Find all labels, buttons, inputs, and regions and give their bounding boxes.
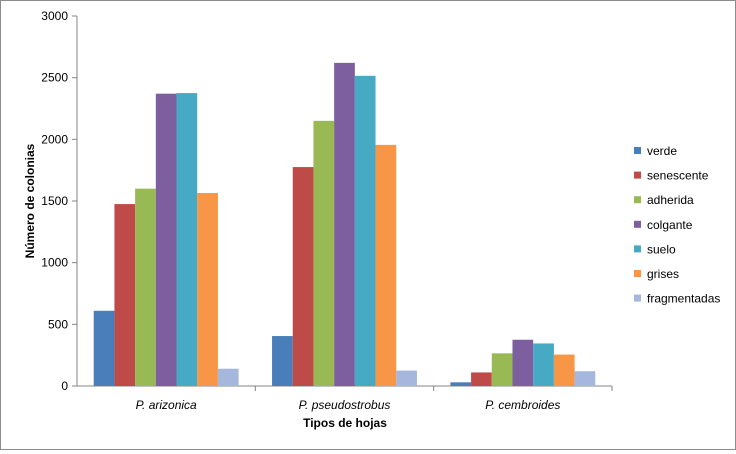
x-axis-title: Tipos de hojas	[303, 416, 387, 430]
x-axis-ticks: P. arizonica P. pseudostrobus P. cembroide…	[136, 386, 613, 412]
bar	[114, 204, 136, 386]
legend-swatch	[634, 270, 641, 277]
x-tick-label: P. pseudostrobus	[299, 398, 391, 412]
legend-swatch	[634, 147, 641, 154]
bar	[272, 336, 293, 386]
bar	[334, 62, 355, 387]
bar	[553, 354, 575, 386]
legend-label: colgante	[647, 218, 693, 232]
legend: verde senescente adherida colgante suelo gris…	[634, 144, 720, 306]
legend-label: fragmentadas	[647, 292, 720, 306]
bar	[292, 167, 314, 386]
bar	[176, 93, 198, 386]
legend-swatch	[634, 196, 641, 204]
bar	[155, 93, 177, 386]
legend-label: adherida	[647, 193, 694, 207]
y-tick-label: 2500	[41, 71, 68, 85]
legend-label: verde	[647, 144, 677, 158]
bar	[354, 75, 376, 386]
bar	[512, 339, 534, 386]
y-tick-label: 1000	[41, 256, 68, 270]
bar	[450, 382, 472, 386]
bars	[93, 62, 596, 387]
legend-swatch	[634, 171, 641, 179]
bar	[574, 371, 596, 386]
legend-swatch	[634, 220, 641, 228]
x-tick-label: P. cembroides	[485, 398, 560, 412]
x-tick-label: P. arizonica	[136, 398, 197, 412]
bar	[313, 120, 335, 386]
y-tick-label: 2000	[41, 132, 68, 146]
y-tick-label: 1500	[41, 194, 68, 208]
bar	[375, 144, 397, 386]
y-tick-label: 0	[61, 379, 68, 393]
bar	[217, 368, 239, 386]
legend-label: suelo	[647, 242, 676, 256]
legend-swatch	[634, 245, 641, 253]
bar	[197, 192, 218, 386]
bar	[533, 343, 554, 386]
bar	[93, 310, 115, 386]
y-axis-ticks: 0 500 1000 1500 2000 2500 3000	[41, 9, 77, 393]
y-axis-title: Número de colonias	[23, 143, 37, 258]
legend-swatch	[634, 294, 641, 302]
legend-label: senescente	[647, 169, 709, 183]
y-tick-label: 500	[48, 317, 68, 331]
y-tick-label: 3000	[41, 9, 68, 23]
bar	[471, 372, 492, 386]
bar	[396, 370, 417, 386]
bar	[491, 353, 513, 386]
legend-label: grises	[647, 267, 679, 281]
bar	[135, 188, 156, 386]
